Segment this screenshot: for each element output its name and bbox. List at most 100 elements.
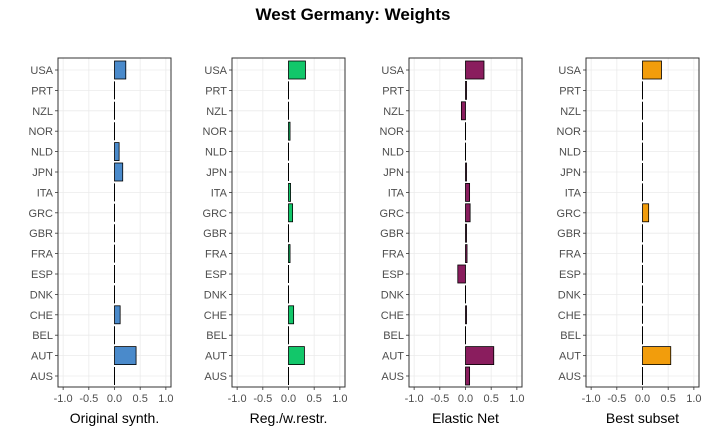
y-tick-label-jpn: JPN [32, 167, 53, 179]
y-tick-label-che: CHE [558, 310, 581, 322]
bar-usa [642, 60, 662, 80]
x-axis-label-2: Reg./w.restr. [250, 410, 328, 426]
y-tick-label-aus: AUS [204, 371, 227, 383]
y-tick-label-gbr: GBR [29, 228, 53, 240]
bar-esp [457, 264, 466, 284]
y-tick-label-usa: USA [558, 65, 581, 77]
y-tick-label-nld: NLD [559, 147, 581, 159]
y-tick-label-aus: AUS [381, 371, 404, 383]
x-tick-label: 1.0 [509, 393, 524, 405]
y-tick-label-che: CHE [381, 310, 404, 322]
x-tick-label: -0.5 [79, 393, 98, 405]
y-tick-label-usa: USA [381, 65, 404, 77]
y-tick-label-jpn: JPN [383, 167, 404, 179]
y-tick-label-jpn: JPN [206, 167, 227, 179]
y-tick-label-nzl: NZL [383, 106, 404, 118]
y-tick-label-bel: BEL [560, 330, 581, 342]
bar-aus [465, 366, 471, 386]
y-tick-label-usa: USA [30, 65, 53, 77]
bar-aut [288, 346, 305, 366]
bar-aut [114, 346, 137, 366]
y-tick-label-fra: FRA [559, 249, 582, 261]
bar-ita [288, 182, 291, 202]
y-tick-label-nzl: NZL [560, 106, 581, 118]
y-tick-label-grc: GRC [29, 208, 54, 220]
bar-grc [465, 203, 471, 223]
x-tick-label: 0.5 [484, 393, 499, 405]
x-tick-label: -1.0 [582, 393, 601, 405]
bar-che [114, 305, 121, 325]
x-tick-label: 1.0 [686, 393, 701, 405]
y-tick-label-gbr: GBR [380, 228, 404, 240]
y-tick-label-usa: USA [204, 65, 227, 77]
bar-nld [114, 142, 120, 162]
y-tick-label-aut: AUT [205, 351, 227, 363]
bar-jpn [465, 162, 467, 182]
y-tick-label-che: CHE [30, 310, 53, 322]
y-tick-label-nld: NLD [382, 147, 404, 159]
x-tick-label: -0.5 [430, 393, 449, 405]
y-tick-label-fra: FRA [205, 249, 228, 261]
y-tick-label-ita: ITA [388, 187, 405, 199]
y-tick-label-aut: AUT [31, 351, 53, 363]
bar-usa [465, 60, 485, 80]
y-tick-label-nor: NOR [380, 126, 405, 138]
y-tick-label-prt: PRT [382, 85, 404, 97]
x-axis-label-4: Best subset [606, 410, 679, 426]
bar-jpn [114, 162, 124, 182]
y-tick-label-prt: PRT [31, 85, 53, 97]
x-tick-label: 0.0 [458, 393, 473, 405]
bar-che [288, 305, 295, 325]
y-tick-label-nor: NOR [203, 126, 228, 138]
y-tick-label-nld: NLD [31, 147, 53, 159]
x-tick-label: -1.0 [405, 393, 424, 405]
panel-1: USA PRT NZL NOR NLD JPN ITA GRC GBR FRA ESP DNK CHE B… [29, 57, 174, 426]
y-tick-label-gbr: GBR [557, 228, 581, 240]
y-tick-label-dnk: DNK [30, 289, 54, 301]
y-tick-label-jpn: JPN [560, 167, 581, 179]
y-tick-label-dnk: DNK [204, 289, 228, 301]
y-tick-label-dnk: DNK [558, 289, 582, 301]
y-tick-label-fra: FRA [382, 249, 405, 261]
y-tick-label-prt: PRT [205, 85, 227, 97]
bar-aut [465, 346, 495, 366]
y-tick-label-bel: BEL [32, 330, 53, 342]
y-tick-label-dnk: DNK [381, 289, 405, 301]
y-tick-label-grc: GRC [203, 208, 228, 220]
x-tick-label: 0.0 [635, 393, 650, 405]
y-tick-label-bel: BEL [383, 330, 404, 342]
bar-nzl [460, 101, 466, 121]
bar-che [465, 305, 467, 325]
y-tick-label-nzl: NZL [32, 106, 53, 118]
bar-usa [114, 60, 127, 80]
y-tick-label-bel: BEL [206, 330, 227, 342]
y-tick-label-grc: GRC [380, 208, 405, 220]
y-tick-label-esp: ESP [205, 269, 227, 281]
x-tick-label: 0.0 [107, 393, 122, 405]
x-tick-label: -0.5 [253, 393, 272, 405]
y-tick-label-che: CHE [204, 310, 227, 322]
y-tick-label-esp: ESP [382, 269, 404, 281]
x-tick-label: 0.5 [661, 393, 676, 405]
x-tick-label: -1.0 [228, 393, 247, 405]
y-tick-label-aut: AUT [559, 351, 581, 363]
bar-aut [642, 346, 672, 366]
y-tick-label-fra: FRA [31, 249, 54, 261]
y-tick-label-aut: AUT [382, 351, 404, 363]
y-tick-label-ita: ITA [37, 187, 54, 199]
bar-grc [288, 203, 294, 223]
y-tick-label-nzl: NZL [206, 106, 227, 118]
x-tick-label: 0.5 [133, 393, 148, 405]
y-tick-label-prt: PRT [559, 85, 581, 97]
x-axis-label-3: Elastic Net [432, 410, 499, 426]
x-tick-label: 1.0 [332, 393, 347, 405]
x-tick-label: 0.0 [281, 393, 296, 405]
y-tick-label-esp: ESP [31, 269, 53, 281]
bar-ita [465, 182, 471, 202]
x-axis-label-1: Original synth. [70, 410, 159, 426]
x-tick-label: 1.0 [158, 393, 173, 405]
bar-fra [288, 244, 291, 264]
panel-2: USA PRT NZL NOR NLD JPN ITA GRC GBR FRA ESP DNK CHE B… [203, 57, 348, 426]
